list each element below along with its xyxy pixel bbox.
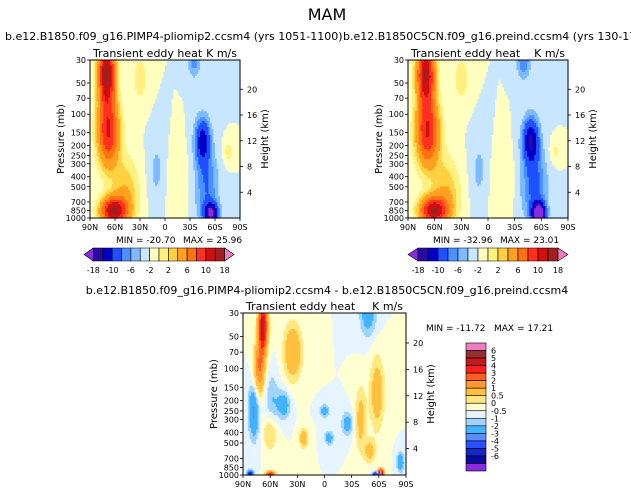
- figure-title: MAM: [308, 5, 347, 24]
- figure: MAM b.e12.B1850.f09_g16.PIMP4-pliomip2.c…: [0, 0, 631, 493]
- panel-title: b.e12.B1850.f09_g16.PIMP4-pliomip2.ccsm4…: [5, 30, 343, 43]
- units-label: K m/s: [206, 47, 237, 60]
- contour-fill: [90, 60, 241, 219]
- panel-pliomip2: b.e12.B1850.f09_g16.PIMP4-pliomip2.ccsm4…: [5, 30, 343, 275]
- field-label: Transient eddy heat: [92, 47, 203, 60]
